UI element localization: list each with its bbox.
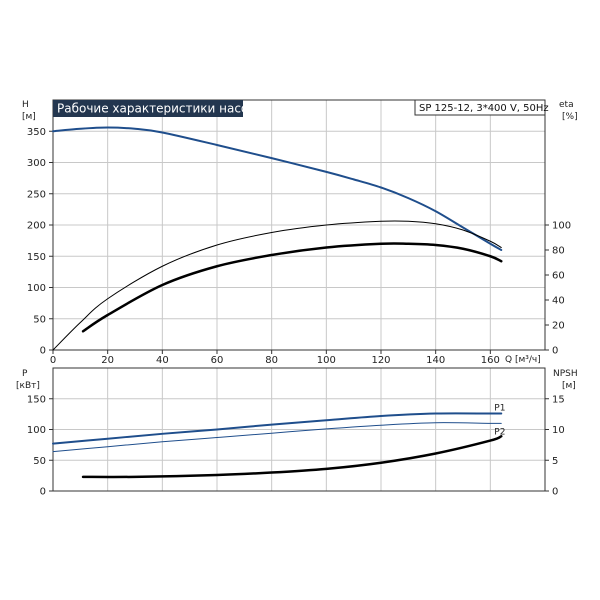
right-tick-label: 20 bbox=[552, 321, 565, 332]
x-tick-label: 40 bbox=[156, 355, 169, 366]
left-tick-label: 300 bbox=[27, 158, 46, 169]
bottom-left-axis-label: P bbox=[22, 369, 28, 379]
left-tick-label: 250 bbox=[27, 189, 46, 200]
left-tick-label: 50 bbox=[33, 456, 46, 467]
left-tick-label: 100 bbox=[27, 425, 46, 436]
x-axis-label: Q [м³/ч] bbox=[505, 355, 541, 365]
left-tick-label: 0 bbox=[40, 346, 46, 357]
left-tick-label: 0 bbox=[40, 487, 46, 498]
left-tick-label: 100 bbox=[27, 283, 46, 294]
series-line-2 bbox=[81, 242, 503, 333]
x-tick-label: 160 bbox=[481, 355, 500, 366]
right-tick-label: 40 bbox=[552, 296, 565, 307]
right-tick-label: 80 bbox=[552, 246, 565, 257]
series-line-0 bbox=[52, 412, 503, 445]
top-left-axis-ticks: 0 50 100 150 200 250 300 350 bbox=[27, 127, 53, 357]
bottom-right-axis-ticks: 0 5 10 15 bbox=[545, 394, 565, 498]
x-tick-label: 60 bbox=[211, 355, 224, 366]
x-tick-label: 120 bbox=[371, 355, 390, 366]
top-right-axis-unit: [%] bbox=[562, 112, 578, 122]
bottom-left-axis-ticks: 0 50 100 150 bbox=[27, 394, 53, 498]
left-tick-label: 200 bbox=[27, 221, 46, 232]
chart-title: Рабочие характеристики насоса bbox=[57, 102, 262, 116]
series-line-2 bbox=[81, 435, 503, 479]
chart-title-background bbox=[53, 100, 243, 117]
top-chart-series bbox=[52, 126, 503, 351]
series-label-p1: P1 bbox=[494, 404, 505, 414]
right-tick-label: 0 bbox=[552, 487, 558, 498]
right-tick-label: 60 bbox=[552, 271, 565, 282]
left-tick-label: 150 bbox=[27, 252, 46, 263]
x-tick-label: 80 bbox=[265, 355, 278, 366]
bottom-right-axis-label: NPSH bbox=[553, 369, 578, 379]
left-tick-label: 150 bbox=[27, 394, 46, 405]
chart-subtitle-box bbox=[414, 99, 546, 116]
bottom-left-axis-unit: [кВт] bbox=[16, 381, 40, 391]
series-label-p2: P2 bbox=[494, 427, 505, 437]
top-right-axis-ticks: 0 20 40 60 80 100 bbox=[545, 221, 571, 357]
series-line-1 bbox=[52, 422, 502, 453]
top-right-axis-label: eta bbox=[559, 100, 574, 110]
bottom-chart-series bbox=[52, 412, 503, 479]
series-line-0 bbox=[52, 126, 503, 251]
left-tick-label: 50 bbox=[33, 314, 46, 325]
top-left-axis-unit: [м] bbox=[22, 112, 36, 122]
x-tick-label: 20 bbox=[101, 355, 114, 366]
left-tick-label: 350 bbox=[27, 127, 46, 138]
right-tick-label: 0 bbox=[552, 346, 558, 357]
x-axis-ticks: 0 20 40 60 80 100 120 140 160 bbox=[50, 350, 500, 366]
top-left-axis-label: H bbox=[22, 100, 29, 110]
x-tick-label: 100 bbox=[317, 355, 336, 366]
top-chart-grid bbox=[53, 100, 545, 350]
chart-subtitle: SP 125-12, 3*400 V, 50Hz bbox=[419, 103, 549, 114]
bottom-chart-grid bbox=[53, 368, 545, 491]
right-tick-label: 100 bbox=[552, 221, 571, 232]
right-tick-label: 10 bbox=[552, 425, 565, 436]
right-tick-label: 15 bbox=[552, 394, 565, 405]
x-tick-label: 140 bbox=[426, 355, 445, 366]
right-tick-label: 5 bbox=[552, 456, 558, 467]
series-line-1 bbox=[52, 220, 502, 351]
x-tick-label: 0 bbox=[50, 355, 56, 366]
bottom-right-axis-unit: [м] bbox=[562, 381, 576, 391]
